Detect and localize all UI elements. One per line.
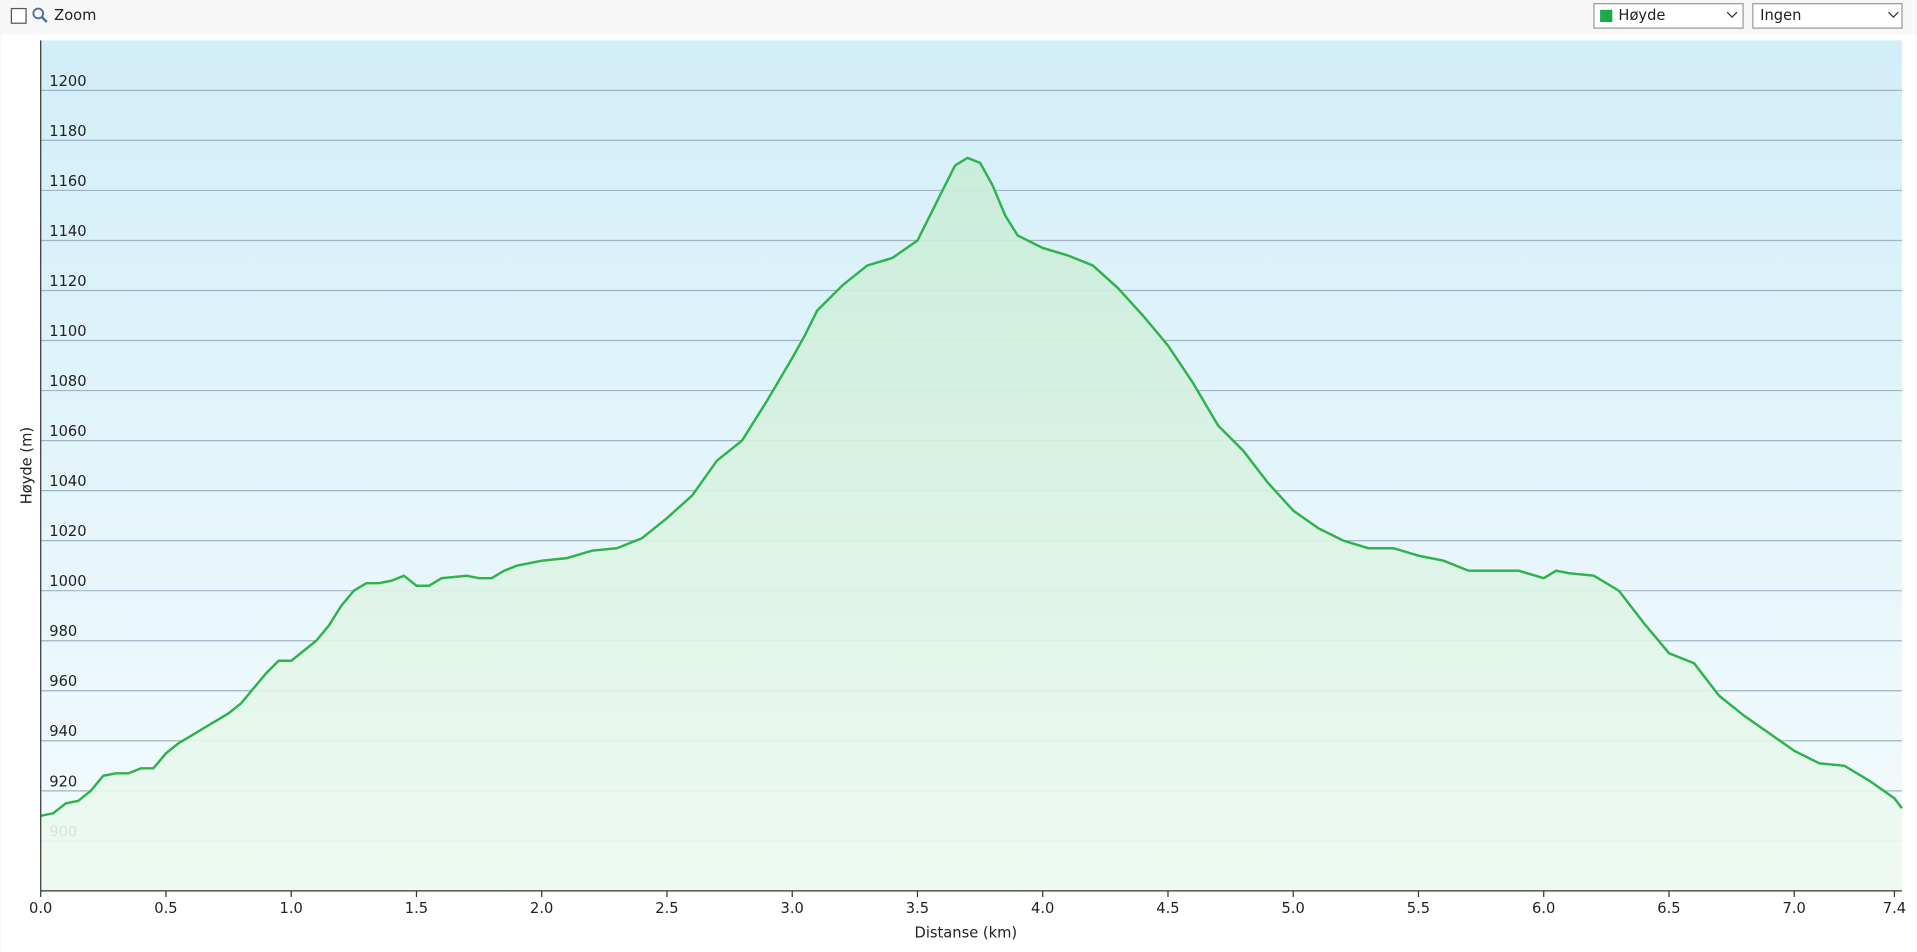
- x-tick-label: 3.5: [906, 900, 929, 917]
- zoom-icon: [32, 7, 45, 20]
- series-select[interactable]: [1593, 3, 1744, 29]
- x-tick-label: 2.5: [655, 900, 678, 917]
- x-tick-label: 4.0: [1031, 900, 1054, 917]
- x-tick-label: 7.0: [1783, 900, 1806, 917]
- x-tick-label: 0.5: [154, 900, 177, 917]
- zoom-icon-handle: [41, 16, 48, 23]
- dropdown-arrow: [1726, 11, 1738, 18]
- compare-select[interactable]: [1752, 3, 1903, 29]
- y-tick-label: 980: [49, 623, 77, 640]
- y-tick-label: 1060: [49, 423, 86, 440]
- x-tick-label: 1.5: [405, 900, 428, 917]
- y-tick-label: 1040: [49, 473, 86, 490]
- y-tick-label: 940: [49, 723, 77, 740]
- x-tick-label: 3.0: [781, 900, 804, 917]
- area-fill: [40, 157, 1902, 891]
- y-tick-label: 1100: [49, 323, 86, 340]
- y-tick-label: 1080: [49, 373, 86, 390]
- series-swatch: [1600, 9, 1613, 22]
- y-tick-label: 1120: [49, 273, 86, 290]
- x-tick-label: 0.0: [29, 900, 52, 917]
- y-tick-label: 1200: [49, 73, 86, 90]
- elevation-line: [40, 156, 1903, 818]
- y-tick-label: 1140: [49, 223, 86, 240]
- x-tick-label: 4.5: [1156, 900, 1179, 917]
- x-tick-label: 6.5: [1657, 900, 1680, 917]
- zoom-checkbox[interactable]: [10, 7, 27, 24]
- x-tick-label: 7.4: [1883, 900, 1906, 917]
- y-tick-label: 1180: [49, 123, 86, 140]
- y-axis-title: Høyde (m): [18, 427, 35, 504]
- y-tick-label: 1000: [49, 573, 86, 590]
- x-axis-title: Distanse (km): [915, 925, 1018, 942]
- series-select-label[interactable]: Høyde: [1618, 7, 1665, 24]
- x-tick-label: 5.5: [1407, 900, 1430, 917]
- zoom-label[interactable]: Zoom: [54, 7, 96, 24]
- x-tick-label: 6.0: [1532, 900, 1555, 917]
- dropdown-arrow: [1888, 11, 1899, 18]
- x-tick-label: 2.0: [530, 900, 553, 917]
- y-tick-label: 1020: [49, 523, 86, 540]
- x-tick-label: 5.0: [1282, 900, 1305, 917]
- x-tick-label: 1.0: [280, 900, 303, 917]
- y-tick-label: 920: [49, 773, 77, 790]
- compare-select-label[interactable]: Ingen: [1760, 7, 1801, 24]
- y-tick-label: 1160: [49, 173, 86, 190]
- y-tick-label: 960: [49, 673, 77, 690]
